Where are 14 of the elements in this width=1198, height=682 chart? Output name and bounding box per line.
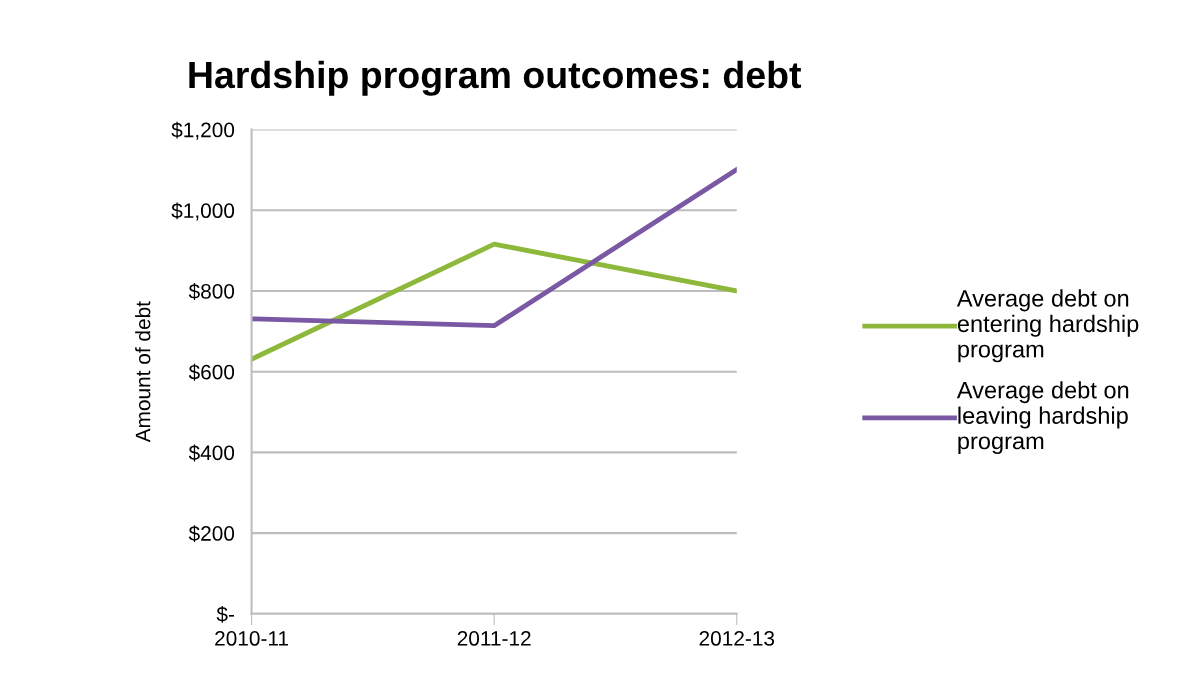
y-tick-label: $1,000: [171, 202, 235, 221]
x-tick-label: 2011-12: [457, 631, 531, 646]
y-tick-label: $800: [188, 283, 235, 300]
y-tick-label: $1,200: [171, 121, 235, 140]
y-axis-title: Amount of debt: [135, 301, 151, 443]
x-tick-label: 2012-13: [699, 631, 775, 646]
chart-title: Hardship program outcomes: debt: [189, 60, 802, 96]
y-tick-label: $200: [188, 525, 235, 543]
x-tick-label: 2010-11: [215, 631, 289, 646]
y-tick-label: $600: [188, 363, 235, 381]
legend-label: Average debt on leaving hardship program: [956, 381, 1129, 455]
y-tick-label: $400: [188, 444, 235, 462]
legend-label: Average debt on entering hardship program: [956, 289, 1139, 363]
y-tick-label: $-: [216, 605, 234, 623]
